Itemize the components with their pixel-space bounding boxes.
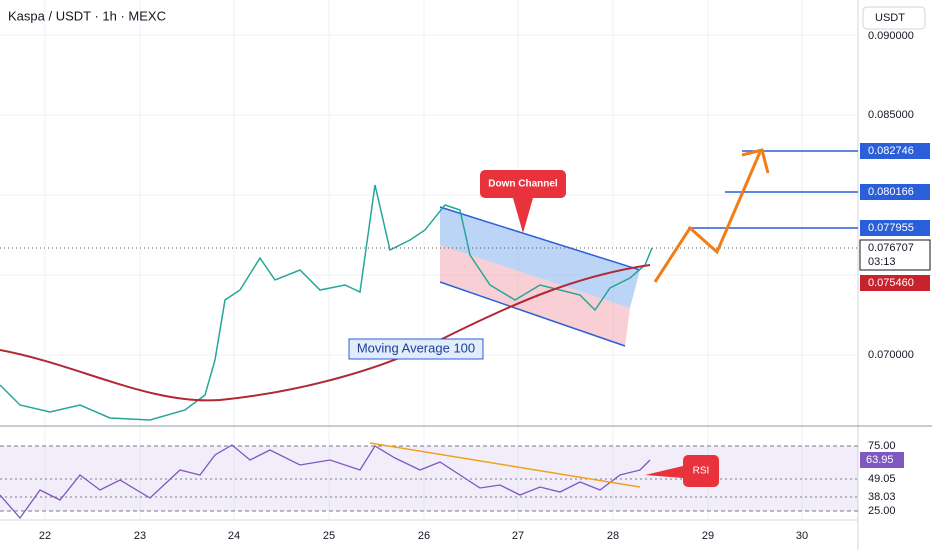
rsi-label: 38.03 — [868, 491, 896, 503]
ma-label-box — [348, 338, 484, 360]
level-label: 0.077955 — [868, 222, 914, 234]
time-axis: 22 23 24 25 26 27 28 29 30 — [39, 530, 808, 542]
moving-average — [0, 264, 651, 402]
annotation: Down Channel — [488, 179, 558, 190]
price-label: 0.070000 — [868, 349, 914, 361]
rsi-label: 25.00 — [868, 505, 896, 517]
rsi-band — [0, 446, 858, 511]
price-line — [0, 184, 653, 421]
countdown: 03:13 — [868, 256, 896, 268]
rsi-label: 49.05 — [868, 473, 896, 485]
rsi-current: 63.95 — [866, 454, 894, 466]
currency[interactable]: USDT — [875, 12, 905, 24]
low-label: 0.075460 — [868, 277, 914, 289]
rsi-line — [0, 444, 651, 520]
time-label: 23 — [134, 530, 146, 542]
price-label: 0.090000 — [868, 30, 914, 42]
rsi-label: 75.00 — [868, 440, 896, 452]
price-label: 0.085000 — [868, 109, 914, 121]
channel-upper — [440, 207, 640, 308]
arrow-head — [741, 148, 770, 174]
callout — [683, 455, 719, 487]
level-tag — [860, 184, 930, 200]
level-tag — [860, 220, 930, 236]
time-label: 27 — [512, 530, 524, 542]
current-price: 0.076707 — [868, 242, 914, 254]
currency-button[interactable] — [862, 6, 926, 30]
annotation: RSI — [693, 466, 710, 477]
time-label: 25 — [323, 530, 335, 542]
channel-line — [439, 206, 641, 271]
channel-line — [439, 281, 626, 347]
callout — [480, 170, 566, 198]
time-label: 22 — [39, 530, 51, 542]
projection-arrow — [653, 151, 762, 283]
time-label: 24 — [228, 530, 240, 542]
time-label: 26 — [418, 530, 430, 542]
time-label: 29 — [702, 530, 714, 542]
annotation: Moving Average 100 — [357, 340, 475, 355]
chart-title: Kaspa / USDT · 1h · MEXC — [8, 8, 166, 23]
level-tag — [860, 143, 930, 159]
rsi-trendline — [369, 442, 641, 488]
rsi-current-tag — [860, 452, 904, 468]
low-tag — [860, 275, 930, 291]
level-label: 0.082746 — [868, 145, 914, 157]
callout-pointer — [645, 466, 683, 478]
current-tag — [859, 239, 931, 271]
time-label: 28 — [607, 530, 619, 542]
callout-pointer — [513, 198, 533, 233]
time-label: 30 — [796, 530, 808, 542]
level-label: 0.080166 — [868, 186, 914, 198]
